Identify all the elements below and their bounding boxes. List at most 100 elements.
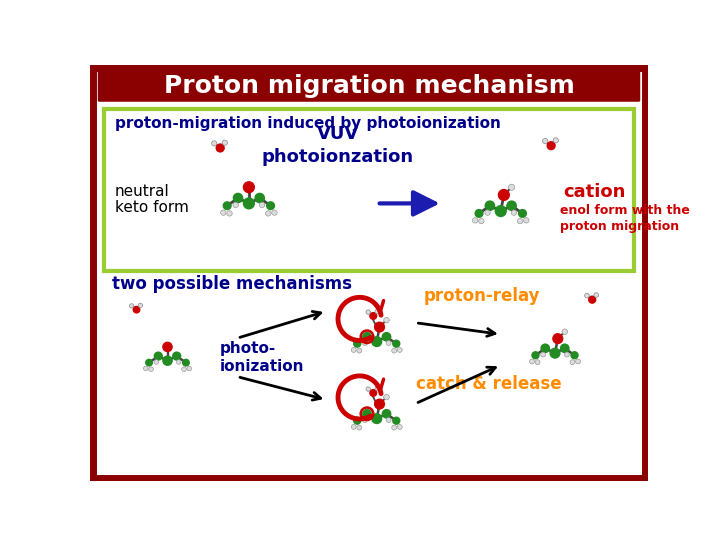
Circle shape — [216, 144, 224, 152]
Circle shape — [535, 360, 540, 365]
Circle shape — [259, 202, 265, 208]
Circle shape — [485, 201, 495, 211]
Circle shape — [154, 352, 162, 360]
Circle shape — [163, 342, 172, 352]
Circle shape — [223, 202, 231, 210]
Circle shape — [382, 410, 391, 418]
FancyBboxPatch shape — [93, 68, 645, 477]
Circle shape — [187, 366, 192, 371]
Circle shape — [130, 303, 134, 308]
Text: catch & release: catch & release — [415, 375, 561, 393]
Circle shape — [508, 184, 515, 190]
Circle shape — [382, 333, 391, 341]
FancyBboxPatch shape — [98, 70, 640, 102]
Circle shape — [564, 352, 570, 357]
Circle shape — [266, 211, 271, 216]
Circle shape — [133, 306, 140, 313]
Circle shape — [553, 334, 562, 343]
Circle shape — [547, 141, 555, 150]
Circle shape — [562, 329, 567, 334]
Circle shape — [485, 210, 490, 215]
Text: VUV
photoionzation: VUV photoionzation — [262, 125, 414, 166]
Circle shape — [392, 348, 397, 353]
Circle shape — [553, 138, 559, 143]
Circle shape — [351, 348, 356, 353]
Circle shape — [243, 198, 254, 209]
Circle shape — [543, 138, 548, 144]
Circle shape — [393, 340, 400, 347]
Circle shape — [154, 360, 158, 365]
Circle shape — [212, 141, 217, 146]
Circle shape — [370, 313, 377, 319]
Circle shape — [372, 337, 382, 347]
Circle shape — [222, 140, 228, 145]
Circle shape — [532, 352, 539, 359]
Text: photo-
ionization: photo- ionization — [220, 341, 304, 374]
Text: two possible mechanisms: two possible mechanisms — [112, 275, 351, 293]
Circle shape — [243, 182, 254, 193]
Text: neutral: neutral — [114, 184, 169, 199]
FancyBboxPatch shape — [104, 110, 634, 271]
Text: enol form with the
proton migration: enol form with the proton migration — [560, 204, 690, 233]
Circle shape — [183, 359, 189, 366]
Circle shape — [372, 414, 382, 423]
Circle shape — [362, 417, 367, 422]
Circle shape — [529, 359, 534, 364]
Circle shape — [589, 296, 595, 303]
Circle shape — [570, 360, 575, 365]
Circle shape — [351, 424, 356, 429]
Circle shape — [354, 340, 361, 347]
Circle shape — [266, 202, 274, 210]
Circle shape — [550, 348, 560, 358]
Circle shape — [397, 424, 402, 429]
Circle shape — [375, 309, 379, 314]
Circle shape — [575, 359, 580, 364]
Circle shape — [363, 410, 372, 418]
Circle shape — [511, 210, 517, 215]
Circle shape — [357, 425, 361, 430]
Circle shape — [498, 190, 509, 200]
Circle shape — [594, 293, 598, 298]
Circle shape — [366, 387, 371, 392]
Circle shape — [472, 218, 478, 223]
Circle shape — [181, 367, 186, 372]
Circle shape — [370, 390, 377, 396]
Circle shape — [233, 202, 238, 208]
Circle shape — [518, 218, 523, 224]
Circle shape — [143, 366, 148, 371]
Circle shape — [541, 352, 546, 357]
Text: keto form: keto form — [114, 200, 189, 215]
Circle shape — [397, 348, 402, 353]
Circle shape — [145, 359, 153, 366]
Circle shape — [386, 341, 391, 346]
Circle shape — [585, 293, 589, 298]
Circle shape — [233, 193, 243, 202]
Circle shape — [163, 356, 172, 365]
Text: proton-relay: proton-relay — [423, 287, 540, 305]
Circle shape — [374, 322, 384, 332]
Circle shape — [541, 344, 549, 353]
Circle shape — [523, 218, 529, 223]
Circle shape — [227, 211, 233, 216]
Circle shape — [384, 394, 390, 400]
Circle shape — [475, 210, 483, 217]
Circle shape — [374, 399, 384, 409]
Circle shape — [138, 303, 143, 307]
Circle shape — [271, 210, 277, 215]
Circle shape — [366, 310, 371, 314]
Circle shape — [518, 210, 526, 217]
Text: cation: cation — [563, 183, 625, 201]
Circle shape — [357, 348, 361, 353]
Circle shape — [255, 193, 264, 202]
Circle shape — [571, 352, 578, 359]
Circle shape — [149, 367, 153, 372]
Circle shape — [354, 417, 361, 424]
Circle shape — [386, 417, 391, 422]
Circle shape — [495, 206, 506, 217]
Circle shape — [507, 201, 516, 211]
Circle shape — [362, 341, 367, 346]
Circle shape — [176, 360, 181, 365]
Circle shape — [393, 417, 400, 424]
Text: Proton migration mechanism: Proton migration mechanism — [163, 73, 575, 98]
Circle shape — [561, 344, 569, 353]
